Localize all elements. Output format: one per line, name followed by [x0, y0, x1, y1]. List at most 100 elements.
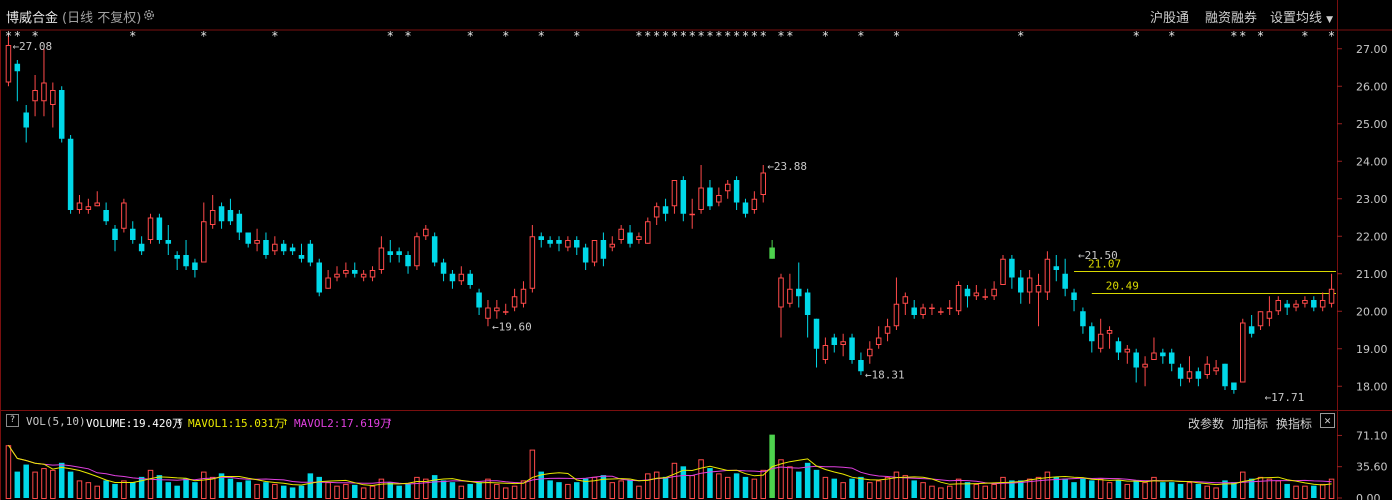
- candle-body: [405, 255, 411, 267]
- price-tick-label: 19.00: [1356, 343, 1388, 356]
- candle-body: [787, 288, 793, 304]
- volume-bar: [813, 469, 820, 498]
- candle-body: [369, 270, 376, 278]
- volume-bar: [174, 485, 180, 498]
- link-margin-trading[interactable]: 融资融券: [1205, 11, 1258, 26]
- volume-bar: [618, 480, 624, 499]
- volume-bar: [458, 485, 465, 499]
- volume-bar: [1231, 482, 1237, 498]
- gear-icon[interactable]: [142, 8, 156, 22]
- volume-bar: [1009, 480, 1015, 498]
- volume-bar: [662, 476, 669, 498]
- volume-bar: [192, 482, 198, 498]
- volume-bar: [929, 485, 935, 499]
- candle-body: [1195, 371, 1202, 379]
- volume-bar: [334, 485, 340, 499]
- info-star-marker: *: [467, 29, 473, 43]
- volume-bar: [343, 483, 349, 500]
- candle-body: [1044, 258, 1051, 293]
- volume-tick-label: 71.10: [1356, 429, 1388, 442]
- info-star-marker: *: [725, 29, 731, 43]
- volume-bar: [1186, 482, 1193, 500]
- arrow-up-icon: ↑: [282, 415, 289, 428]
- candle-body: [165, 240, 172, 244]
- candle-body: [973, 292, 980, 297]
- volume-bar: [1026, 478, 1033, 500]
- candle-body: [23, 112, 29, 128]
- candle-body: [1035, 285, 1042, 293]
- candle-body: [58, 90, 65, 139]
- candle-body: [902, 296, 909, 304]
- info-star-marker: *: [5, 29, 11, 43]
- volume-bar: [387, 482, 394, 498]
- candle-body: [796, 288, 802, 297]
- volume-bar: [165, 482, 172, 498]
- volume-bar: [67, 471, 74, 498]
- candle-body: [565, 240, 571, 248]
- volume-bar: [50, 469, 56, 499]
- info-star-marker: *: [645, 29, 651, 43]
- volume-bar: [875, 480, 882, 499]
- volume-bar: [405, 483, 411, 498]
- top-bar: 博威合金 (日线 不复权) 沪股通 融资融券 设置均线 ▼: [0, 0, 1392, 30]
- volume-tick-label: 0.00: [1356, 492, 1381, 500]
- link-hk-connect[interactable]: 沪股通: [1150, 11, 1190, 26]
- candle-body: [192, 262, 198, 270]
- candle-body: [494, 307, 500, 312]
- candle-body: [41, 82, 47, 102]
- chart-mode-label: (日线 不复权): [62, 11, 142, 26]
- candle-body: [778, 277, 784, 308]
- volume-bar: [121, 480, 127, 499]
- volume-bar: [778, 459, 784, 499]
- volume-bar: [1195, 483, 1202, 498]
- info-star-marker: *: [1018, 29, 1024, 43]
- info-star-marker: *: [636, 29, 642, 43]
- price-tick-label: 26.00: [1356, 80, 1388, 93]
- switch-indicator-button[interactable]: 换指标: [1276, 417, 1313, 431]
- volume-bar: [227, 478, 234, 498]
- candle-body: [50, 90, 56, 105]
- candle-body: [85, 206, 92, 210]
- volume-bar: [538, 471, 544, 498]
- volume-bar: [1213, 487, 1219, 500]
- candle-body: [263, 240, 269, 255]
- volume-bar: [201, 471, 207, 500]
- price-annotation: ←23.88: [767, 160, 807, 173]
- candle-body: [867, 348, 873, 357]
- candle-body: [804, 292, 811, 315]
- volume-bar: [636, 485, 642, 499]
- volume-bar: [272, 483, 278, 500]
- add-indicator-button[interactable]: 加指标: [1232, 417, 1269, 431]
- help-icon[interactable]: ?: [6, 414, 19, 427]
- volume-bar: [1284, 483, 1290, 498]
- candle-body: [1311, 300, 1317, 308]
- close-icon[interactable]: ✕: [1320, 413, 1335, 428]
- candle-body: [822, 345, 829, 360]
- info-star-marker: *: [751, 29, 757, 43]
- candle-body: [121, 202, 127, 229]
- edit-params-button[interactable]: 改参数: [1188, 417, 1225, 431]
- level-label: 21.07: [1088, 258, 1121, 271]
- candle-body: [1204, 363, 1210, 375]
- candle-body: [813, 318, 820, 349]
- candle-body: [103, 210, 109, 222]
- link-set-ma[interactable]: 设置均线 ▼: [1270, 7, 1333, 26]
- volume-bar: [396, 485, 402, 498]
- candle-body: [201, 221, 207, 263]
- candle-body: [245, 232, 251, 244]
- candle-body: [130, 228, 136, 240]
- volume-bar: [1160, 482, 1166, 498]
- candle-body: [458, 273, 465, 282]
- info-star-marker: *: [1258, 29, 1264, 43]
- volume-bar: [1035, 476, 1042, 500]
- candle-body: [520, 288, 527, 304]
- candle-body: [423, 228, 429, 237]
- candle-body: [147, 217, 154, 240]
- volume-bar: [796, 471, 802, 498]
- volume-bar: [378, 478, 385, 500]
- candle-body: [1160, 352, 1166, 357]
- volume-bar: [565, 483, 571, 500]
- candle-body: [414, 236, 420, 267]
- volume-bar: [1000, 476, 1006, 500]
- candle-body: [1257, 311, 1264, 327]
